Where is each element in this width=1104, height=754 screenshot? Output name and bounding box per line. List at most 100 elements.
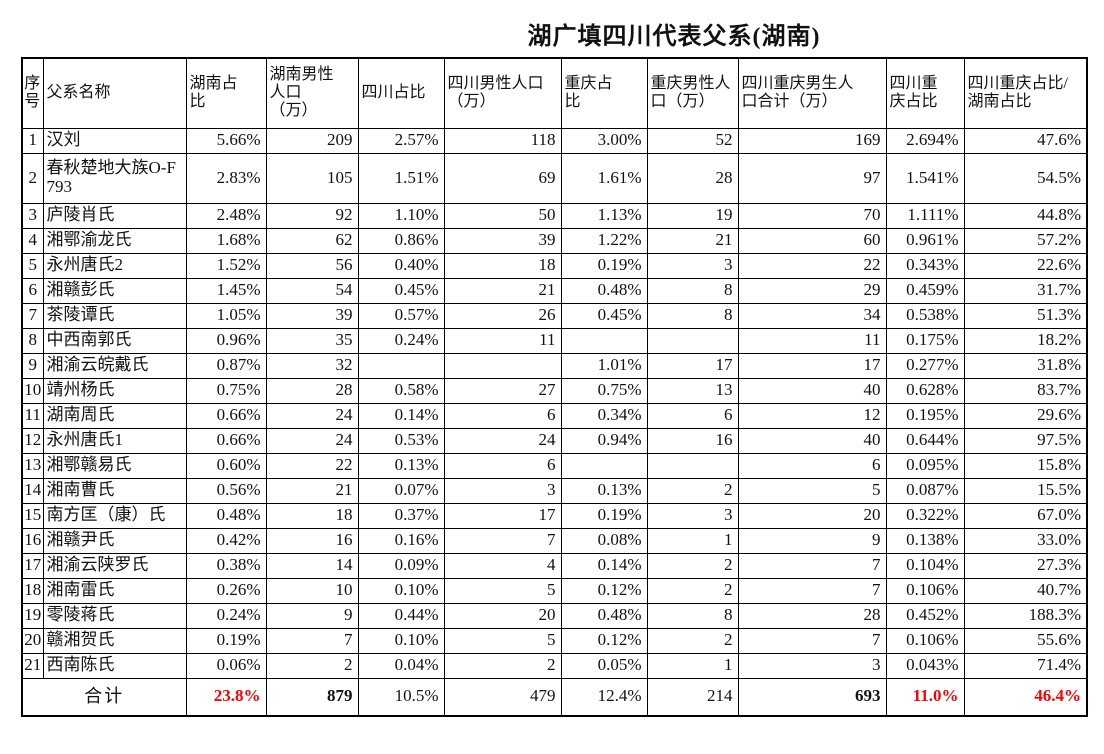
cell-name: 赣湘贺氏	[42, 627, 187, 654]
cell-index: 20	[21, 627, 44, 654]
cell-hunan_male_pop: 39	[265, 302, 359, 329]
header-row: 序 号 父系名称 湖南占 比 湖南男性 人口 （万） 四川占比 四川男性人口 （…	[21, 57, 1088, 129]
cell-chongqing_male_pop: 28	[646, 152, 739, 204]
cell-index: 10	[21, 377, 44, 404]
cell-ratio: 51.3%	[963, 302, 1088, 329]
cell-name: 湘赣彭氏	[42, 277, 187, 304]
cell-ratio: 67.0%	[963, 502, 1088, 529]
cell-name: 湘南雷氏	[42, 577, 187, 604]
cell-index: 6	[21, 277, 44, 304]
cell-name: 靖州杨氏	[42, 377, 187, 404]
cell-chongqing_male_pop: 3	[646, 252, 739, 279]
cell-ratio: 83.7%	[963, 377, 1088, 404]
cell-index: 21	[21, 652, 44, 679]
cell-hunan_pct: 0.26%	[185, 577, 267, 604]
table-row: 4 湘鄂渝龙氏 1.68% 62 0.86% 39 1.22% 21 60 0.961% 57.2%	[21, 227, 1088, 254]
cell-chongqing_pct: 0.13%	[560, 477, 648, 504]
cell-sc_cq_pct: 0.343%	[885, 252, 965, 279]
cell-hunan_male_pop: 22	[265, 452, 359, 479]
table-row: 7 茶陵谭氏 1.05% 39 0.57% 26 0.45% 8 34 0.538% 51.3%	[21, 302, 1088, 329]
col-header-ratio: 四川重庆占比/ 湖南占比	[963, 57, 1088, 129]
cell-sc_cq_pct: 0.195%	[885, 402, 965, 429]
cell-chongqing_pct: 1.13%	[560, 202, 648, 229]
cell-hunan_male_pop: 7	[265, 627, 359, 654]
cell-name: 南方匡（康）氏	[42, 502, 187, 529]
cell-sc_cq_pct: 0.459%	[885, 277, 965, 304]
cell-hunan_male_pop: 18	[265, 502, 359, 529]
cell-chongqing_pct: 1.01%	[560, 352, 648, 379]
cell-sichuan_pct: 0.53%	[357, 427, 445, 454]
cell-hunan_pct: 0.24%	[185, 602, 267, 629]
cell-name: 庐陵肖氏	[42, 202, 187, 229]
table-row: 16 湘赣尹氏 0.42% 16 0.16% 7 0.08% 1 9 0.138% 33.0%	[21, 527, 1088, 554]
cell-sichuan_male_pop: 5	[443, 577, 562, 604]
cell-sichuan_pct: 0.58%	[357, 377, 445, 404]
table-row: 18 湘南雷氏 0.26% 10 0.10% 5 0.12% 2 7 0.106% 40.7%	[21, 577, 1088, 604]
cell-ratio: 18.2%	[963, 327, 1088, 354]
totals-cell-chongqing_male_pop: 214	[646, 677, 739, 717]
cell-sc_cq_pct: 0.322%	[885, 502, 965, 529]
cell-sichuan_pct: 0.14%	[357, 402, 445, 429]
cell-ratio: 31.7%	[963, 277, 1088, 304]
cell-sc_cq_pct: 0.104%	[885, 552, 965, 579]
cell-ratio: 55.6%	[963, 627, 1088, 654]
cell-chongqing_male_pop: 52	[646, 127, 739, 154]
cell-ratio: 29.6%	[963, 402, 1088, 429]
cell-chongqing_pct: 0.94%	[560, 427, 648, 454]
cell-sc_cq_total: 169	[737, 127, 887, 154]
cell-hunan_pct: 5.66%	[185, 127, 267, 154]
cell-ratio: 15.5%	[963, 477, 1088, 504]
cell-hunan_pct: 1.68%	[185, 227, 267, 254]
cell-hunan_pct: 0.75%	[185, 377, 267, 404]
cell-hunan_pct: 2.48%	[185, 202, 267, 229]
cell-sichuan_pct: 2.57%	[357, 127, 445, 154]
cell-hunan_pct: 0.42%	[185, 527, 267, 554]
cell-index: 11	[21, 402, 44, 429]
cell-index: 16	[21, 527, 44, 554]
cell-chongqing_male_pop: 17	[646, 352, 739, 379]
cell-name: 永州唐氏1	[42, 427, 187, 454]
cell-name: 汉刘	[42, 127, 187, 154]
table-row: 14 湘南曹氏 0.56% 21 0.07% 3 0.13% 2 5 0.087% 15.5%	[21, 477, 1088, 504]
cell-sc_cq_pct: 2.694%	[885, 127, 965, 154]
cell-index: 3	[21, 202, 44, 229]
cell-chongqing_pct: 0.75%	[560, 377, 648, 404]
cell-sc_cq_total: 7	[737, 627, 887, 654]
col-header-sichuan-pct: 四川占比	[357, 57, 445, 129]
cell-hunan_pct: 0.60%	[185, 452, 267, 479]
cell-sc_cq_pct: 0.106%	[885, 577, 965, 604]
cell-hunan_male_pop: 2	[265, 652, 359, 679]
totals-cell-hunan_male_pop: 879	[265, 677, 359, 717]
table-row: 10 靖州杨氏 0.75% 28 0.58% 27 0.75% 13 40 0.628% 83.7%	[21, 377, 1088, 404]
cell-chongqing_male_pop: 2	[646, 577, 739, 604]
table-row: 8 中西南郭氏 0.96% 35 0.24% 11 11 0.175% 18.2%	[21, 327, 1088, 354]
cell-sc_cq_total: 34	[737, 302, 887, 329]
table-row: 17 湘渝云陕罗氏 0.38% 14 0.09% 4 0.14% 2 7 0.104% 27.3%	[21, 552, 1088, 579]
cell-name: 湘鄂赣易氏	[42, 452, 187, 479]
cell-sichuan_male_pop: 4	[443, 552, 562, 579]
cell-sichuan_pct: 0.09%	[357, 552, 445, 579]
cell-sc_cq_pct: 1.111%	[885, 202, 965, 229]
table-row: 19 零陵蒋氏 0.24% 9 0.44% 20 0.48% 8 28 0.452% 188.3%	[21, 602, 1088, 629]
cell-ratio: 54.5%	[963, 152, 1088, 204]
cell-chongqing_male_pop: 16	[646, 427, 739, 454]
cell-sichuan_male_pop: 6	[443, 452, 562, 479]
cell-chongqing_pct: 0.12%	[560, 577, 648, 604]
cell-ratio: 31.8%	[963, 352, 1088, 379]
cell-hunan_pct: 1.52%	[185, 252, 267, 279]
cell-index: 15	[21, 502, 44, 529]
table-row: 12 永州唐氏1 0.66% 24 0.53% 24 0.94% 16 40 0.644% 97.5…	[21, 427, 1088, 454]
cell-name: 西南陈氏	[42, 652, 187, 679]
cell-ratio: 40.7%	[963, 577, 1088, 604]
cell-sichuan_male_pop: 39	[443, 227, 562, 254]
totals-cell-sichuan_pct: 10.5%	[357, 677, 445, 717]
cell-sichuan_male_pop: 118	[443, 127, 562, 154]
cell-chongqing_pct: 1.61%	[560, 152, 648, 204]
cell-chongqing_pct: 0.45%	[560, 302, 648, 329]
cell-hunan_male_pop: 14	[265, 552, 359, 579]
cell-sc_cq_total: 17	[737, 352, 887, 379]
cell-sc_cq_pct: 1.541%	[885, 152, 965, 204]
cell-sichuan_pct: 0.37%	[357, 502, 445, 529]
table-row: 9 湘渝云皖戴氏 0.87% 32 1.01% 17 17 0.277% 31.8%	[21, 352, 1088, 379]
cell-hunan_pct: 0.38%	[185, 552, 267, 579]
